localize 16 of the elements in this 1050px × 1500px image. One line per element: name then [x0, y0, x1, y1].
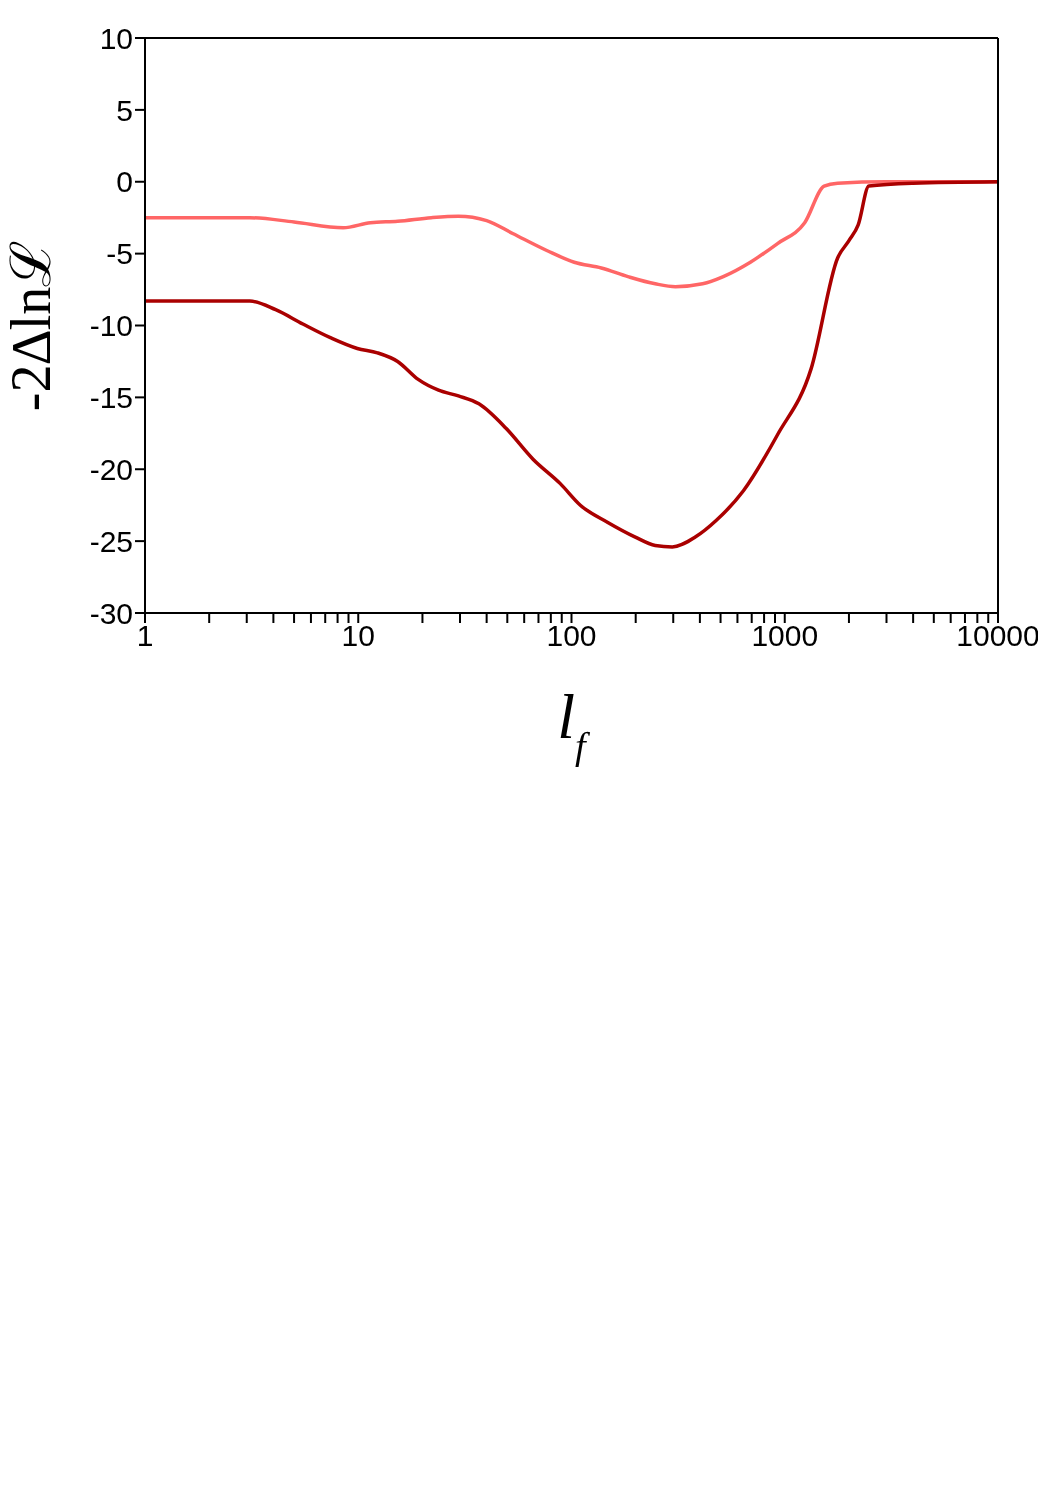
y-tick-label: -10	[89, 309, 133, 343]
y-tick-label: -5	[106, 237, 133, 271]
x-tick-label: 1	[136, 619, 154, 653]
x-axis-title: l$_{f}$	[557, 681, 592, 767]
y-tick-label: -20	[89, 452, 133, 486]
y-tick-label: -15	[89, 381, 133, 415]
y-tick-label: -30	[89, 596, 133, 630]
x-tick-label: 10	[341, 619, 375, 653]
x-tick-label: 10000	[956, 619, 1040, 653]
y-axis-title: -2∆lnℒ	[0, 239, 62, 412]
y-tick-label: 0	[116, 165, 133, 199]
x-tick-label: 100	[546, 619, 597, 653]
y-tick-label: 10	[99, 21, 133, 55]
x-tick-label: 1000	[751, 619, 819, 653]
y-tick-label: 5	[116, 93, 133, 127]
y-tick-label: -25	[89, 524, 133, 558]
